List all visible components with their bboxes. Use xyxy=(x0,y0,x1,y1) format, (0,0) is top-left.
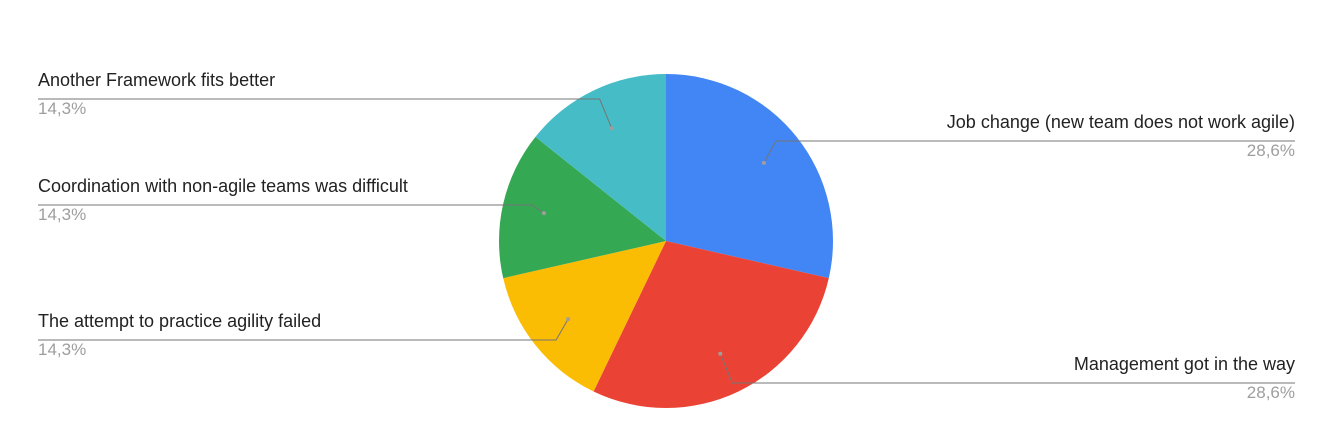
leader-dot-another-framework-fits-better xyxy=(609,126,614,131)
slice-percent-job-change-new-team-does-not-work-agile: 28,6% xyxy=(1247,141,1295,160)
slice-percent-another-framework-fits-better: 14,3% xyxy=(38,99,86,118)
pie-slice-the-attempt-to-practice-agility-failed xyxy=(503,241,666,392)
leader-dot-coordination-with-non-agile-teams-was-difficult xyxy=(541,211,546,216)
slice-label-another-framework-fits-better: Another Framework fits better xyxy=(38,70,275,90)
pie-slice-job-change-new-team-does-not-work-agile xyxy=(666,74,833,279)
leader-dot-job-change-new-team-does-not-work-agile xyxy=(761,160,766,165)
slice-percent-coordination-with-non-agile-teams-was-difficult: 14,3% xyxy=(38,205,86,224)
pie-slice-another-framework-fits-better xyxy=(535,74,666,241)
pie-slice-management-got-in-the-way xyxy=(593,241,829,408)
leader-line-another-framework-fits-better xyxy=(38,98,613,129)
slice-label-management-got-in-the-way: Management got in the way xyxy=(1074,354,1295,374)
slice-percent-the-attempt-to-practice-agility-failed: 14,3% xyxy=(38,340,86,359)
slice-label-job-change-new-team-does-not-work-agile: Job change (new team does not work agile… xyxy=(947,112,1295,132)
pie-slices xyxy=(499,74,833,408)
pie-labels: Job change (new team does not work agile… xyxy=(38,70,1295,402)
leader-dot-management-got-in-the-way xyxy=(718,351,723,356)
leader-dot-the-attempt-to-practice-agility-failed xyxy=(566,317,571,322)
slice-label-the-attempt-to-practice-agility-failed: The attempt to practice agility failed xyxy=(38,311,321,331)
leader-line-job-change-new-team-does-not-work-agile xyxy=(763,140,1295,164)
pie-slice-coordination-with-non-agile-teams-was-difficult xyxy=(499,136,666,279)
slice-label-coordination-with-non-agile-teams-was-difficult: Coordination with non-agile teams was di… xyxy=(38,176,408,196)
leader-line-the-attempt-to-practice-agility-failed xyxy=(38,318,569,341)
leader-line-coordination-with-non-agile-teams-was-difficult xyxy=(38,204,545,214)
slice-percent-management-got-in-the-way: 28,6% xyxy=(1247,383,1295,402)
leader-line-management-got-in-the-way xyxy=(719,353,1295,384)
